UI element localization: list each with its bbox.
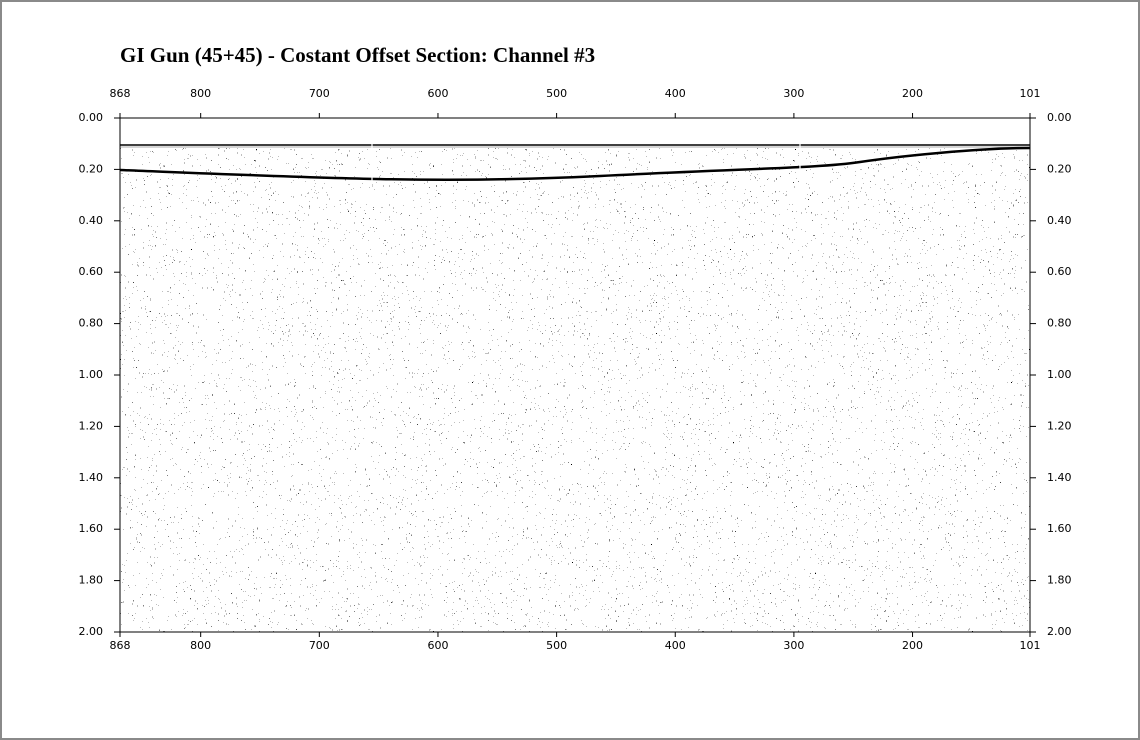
y-tick-label-left: 0.60 <box>79 265 104 278</box>
y-tick-label-right: 0.40 <box>1047 214 1072 227</box>
x-tick-label-top: 800 <box>190 87 211 100</box>
y-tick-label-right: 0.00 <box>1047 111 1072 124</box>
y-tick-label-right: 1.00 <box>1047 368 1072 381</box>
x-tick-label-top: 600 <box>427 87 448 100</box>
x-tick-label-top: 868 <box>110 87 131 100</box>
y-tick-label-left: 2.00 <box>79 625 104 638</box>
y-tick-label-left: 0.80 <box>79 317 104 330</box>
y-tick-label-left: 1.40 <box>79 471 104 484</box>
y-tick-label-right: 1.40 <box>1047 471 1072 484</box>
y-tick-label-right: 0.80 <box>1047 317 1072 330</box>
y-tick-label-right: 2.00 <box>1047 625 1072 638</box>
y-tick-label-right: 0.20 <box>1047 162 1072 175</box>
x-tick-label-top: 200 <box>902 87 923 100</box>
y-tick-label-left: 1.80 <box>79 574 104 587</box>
y-tick-label-right: 1.20 <box>1047 419 1072 432</box>
y-tick-label-left: 1.60 <box>79 522 104 535</box>
x-tick-label-top: 400 <box>665 87 686 100</box>
x-tick-label-top: 300 <box>783 87 804 100</box>
y-tick-label-left: 0.00 <box>79 111 104 124</box>
x-tick-label-top: 700 <box>309 87 330 100</box>
x-tick-label-bottom: 400 <box>665 639 686 652</box>
section-noise <box>120 148 1030 632</box>
x-tick-label-bottom: 868 <box>110 639 131 652</box>
y-tick-label-right: 1.60 <box>1047 522 1072 535</box>
y-tick-label-left: 1.00 <box>79 368 104 381</box>
x-tick-label-bottom: 101 <box>1020 639 1041 652</box>
x-tick-label-bottom: 600 <box>427 639 448 652</box>
y-tick-label-right: 0.60 <box>1047 265 1072 278</box>
y-tick-label-left: 1.20 <box>79 419 104 432</box>
x-tick-label-bottom: 700 <box>309 639 330 652</box>
sea-floor <box>119 146 1031 182</box>
x-tick-label-bottom: 200 <box>902 639 923 652</box>
x-tick-label-bottom: 300 <box>783 639 804 652</box>
chart-title: GI Gun (45+45) - Costant Offset Section:… <box>120 43 595 67</box>
x-tick-label-bottom: 500 <box>546 639 567 652</box>
x-tick-label-top: 500 <box>546 87 567 100</box>
y-tick-label-left: 0.20 <box>79 162 104 175</box>
y-tick-label-right: 1.80 <box>1047 574 1072 587</box>
x-tick-label-bottom: 800 <box>190 639 211 652</box>
x-tick-label-top: 101 <box>1020 87 1041 100</box>
y-tick-label-left: 0.40 <box>79 214 104 227</box>
